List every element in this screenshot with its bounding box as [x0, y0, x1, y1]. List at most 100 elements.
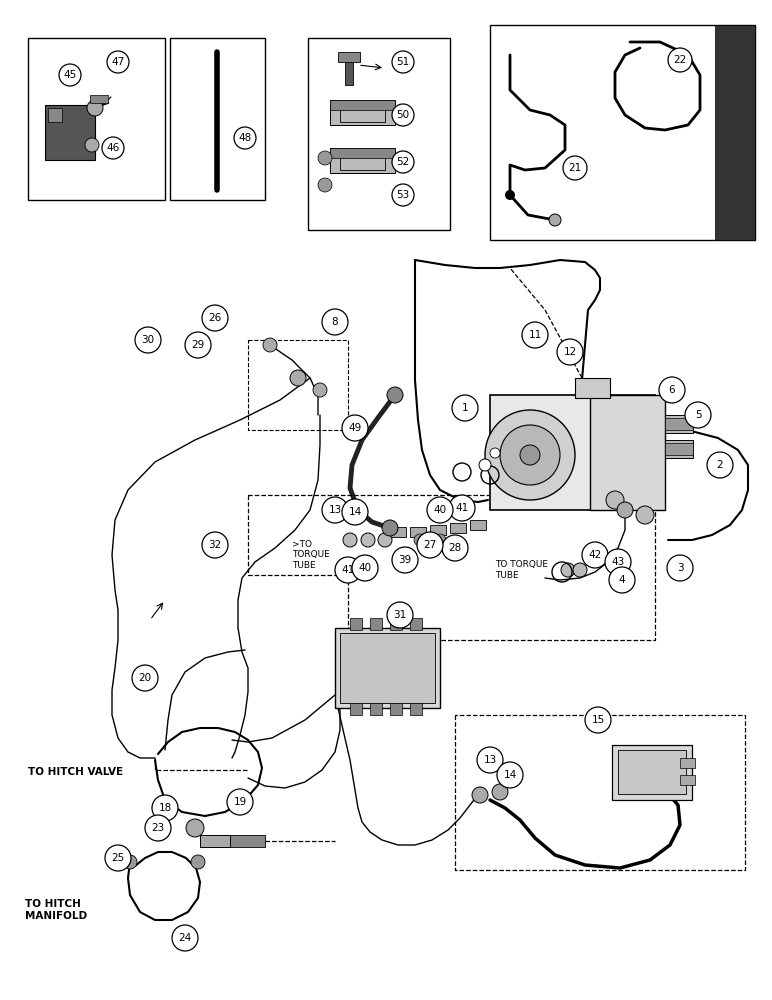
Circle shape [561, 563, 575, 577]
Circle shape [392, 51, 414, 73]
Text: 29: 29 [191, 340, 205, 350]
Circle shape [343, 533, 357, 547]
Text: 1: 1 [462, 403, 469, 413]
Bar [338, 52, 360, 62]
Text: 8: 8 [332, 317, 338, 327]
Circle shape [145, 815, 171, 841]
Text: 21: 21 [568, 163, 581, 173]
Text: 5: 5 [695, 410, 701, 420]
Text: TO HITCH VALVE: TO HITCH VALVE [28, 767, 123, 777]
Bar [200, 835, 230, 847]
Text: 13: 13 [328, 505, 342, 515]
Bar [450, 523, 466, 533]
Circle shape [522, 322, 548, 348]
Text: 24: 24 [178, 933, 191, 943]
Text: 39: 39 [398, 555, 411, 565]
Circle shape [152, 795, 178, 821]
Bar [330, 100, 395, 110]
Text: 30: 30 [141, 335, 154, 345]
Bar [470, 520, 486, 530]
Circle shape [585, 707, 611, 733]
Circle shape [132, 665, 158, 691]
Circle shape [417, 532, 443, 558]
Bar [410, 618, 422, 630]
Text: 18: 18 [158, 803, 171, 813]
Bar [90, 95, 108, 103]
Circle shape [387, 602, 413, 628]
Circle shape [609, 567, 635, 593]
Circle shape [414, 534, 426, 546]
Polygon shape [715, 25, 755, 240]
Circle shape [227, 789, 253, 815]
Circle shape [477, 747, 503, 773]
Text: 43: 43 [611, 557, 625, 567]
Circle shape [557, 339, 583, 365]
Bar [680, 775, 695, 785]
Text: 42: 42 [588, 550, 601, 560]
Circle shape [392, 104, 414, 126]
Text: 50: 50 [397, 110, 410, 120]
Text: 12: 12 [564, 347, 577, 357]
Circle shape [472, 787, 488, 803]
Circle shape [107, 51, 129, 73]
Circle shape [105, 845, 131, 871]
Circle shape [573, 563, 587, 577]
Circle shape [449, 495, 475, 521]
Text: 48: 48 [239, 133, 252, 143]
Circle shape [392, 151, 414, 173]
Bar [490, 25, 755, 240]
Circle shape [318, 151, 332, 165]
Bar [350, 618, 362, 630]
Text: 32: 32 [208, 540, 222, 550]
Bar [430, 525, 446, 535]
Circle shape [263, 338, 277, 352]
Bar [340, 103, 385, 122]
Bar [340, 633, 435, 703]
Circle shape [668, 48, 692, 72]
Bar [48, 108, 62, 122]
Bar [390, 618, 402, 630]
Bar [665, 415, 693, 433]
Bar [575, 378, 610, 398]
Circle shape [313, 383, 327, 397]
Bar [665, 440, 693, 458]
Bar [390, 527, 406, 537]
Text: 28: 28 [449, 543, 462, 553]
Circle shape [87, 100, 103, 116]
Bar [330, 148, 395, 173]
Circle shape [549, 214, 561, 226]
Bar [370, 618, 382, 630]
Bar [390, 703, 402, 715]
Circle shape [352, 555, 378, 581]
Circle shape [427, 497, 453, 523]
Circle shape [442, 535, 468, 561]
Text: 26: 26 [208, 313, 222, 323]
Circle shape [520, 445, 540, 465]
Text: 52: 52 [396, 157, 410, 167]
Text: 20: 20 [138, 673, 151, 683]
Text: 47: 47 [111, 57, 124, 67]
Circle shape [659, 377, 685, 403]
Text: TO HITCH
MANIFOLD: TO HITCH MANIFOLD [25, 899, 87, 921]
Bar [340, 151, 385, 170]
Text: 45: 45 [63, 70, 76, 80]
Circle shape [505, 190, 515, 200]
Circle shape [191, 855, 205, 869]
Circle shape [485, 410, 575, 500]
Circle shape [636, 506, 654, 524]
Circle shape [707, 452, 733, 478]
Text: >TO
TORQUE
TUBE: >TO TORQUE TUBE [292, 540, 330, 570]
Circle shape [123, 855, 137, 869]
Bar [490, 395, 655, 510]
Bar [335, 628, 440, 708]
Text: TO TORQUE
TUBE: TO TORQUE TUBE [495, 560, 548, 580]
Text: 2: 2 [716, 460, 723, 470]
Text: 51: 51 [396, 57, 410, 67]
Bar [590, 395, 665, 510]
Text: 14: 14 [503, 770, 516, 780]
Circle shape [392, 184, 414, 206]
Circle shape [382, 520, 398, 536]
Bar [330, 148, 395, 158]
Bar [370, 703, 382, 715]
Text: 3: 3 [677, 563, 683, 573]
